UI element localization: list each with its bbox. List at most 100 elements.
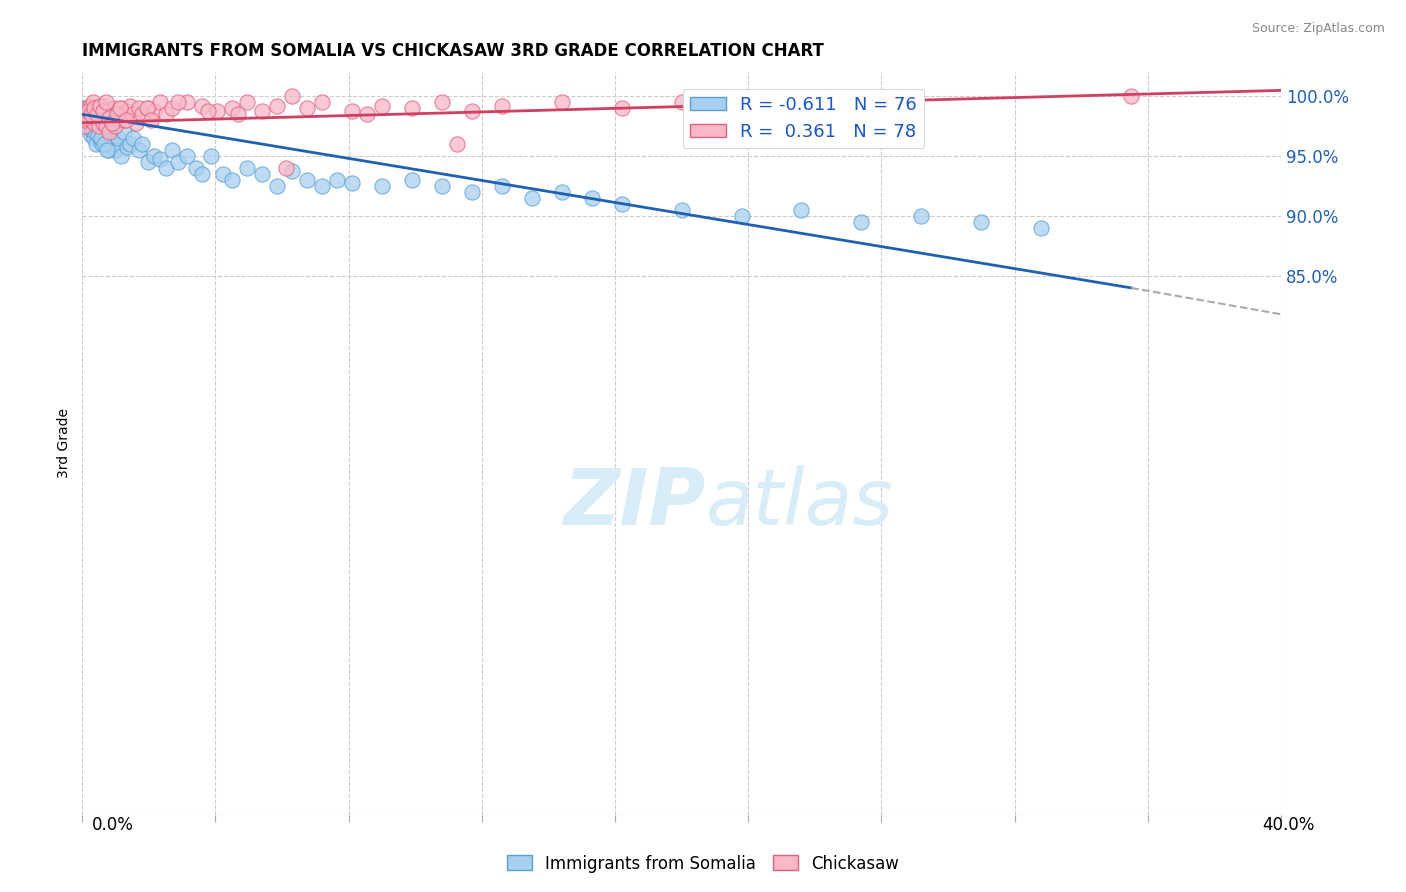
Point <box>76 101 98 115</box>
Point <box>73 101 96 115</box>
Point <box>90 137 112 152</box>
Point <box>128 143 150 157</box>
Point <box>82 125 104 139</box>
Point <box>97 111 120 125</box>
Point <box>122 107 145 121</box>
Point <box>250 103 273 118</box>
Point <box>101 125 124 139</box>
Point <box>311 95 333 110</box>
Point <box>75 107 97 121</box>
Point <box>128 101 150 115</box>
Point <box>551 185 574 199</box>
Point <box>86 116 108 130</box>
Point <box>110 101 132 115</box>
Point <box>87 125 110 139</box>
Point <box>87 120 110 134</box>
Point <box>136 101 159 115</box>
Point <box>125 116 148 130</box>
Point <box>143 149 166 163</box>
Point <box>226 107 249 121</box>
Point <box>100 131 122 145</box>
Text: atlas: atlas <box>706 465 893 541</box>
Text: 40.0%: 40.0% <box>1263 816 1315 834</box>
Point <box>910 209 932 223</box>
Point <box>115 139 138 153</box>
Point <box>77 120 100 134</box>
Point <box>79 107 101 121</box>
Point <box>491 179 513 194</box>
Text: Source: ZipAtlas.com: Source: ZipAtlas.com <box>1251 22 1385 36</box>
Point <box>90 107 112 121</box>
Point <box>83 125 105 139</box>
Point <box>212 167 235 181</box>
Point <box>610 101 633 115</box>
Point <box>1119 89 1142 103</box>
Point <box>236 95 259 110</box>
Point <box>135 101 157 115</box>
Point <box>671 203 693 218</box>
Point <box>83 101 105 115</box>
Point <box>79 99 101 113</box>
Point <box>103 137 125 152</box>
Legend: R = -0.611   N = 76, R =  0.361   N = 78: R = -0.611 N = 76, R = 0.361 N = 78 <box>682 89 924 148</box>
Point <box>73 120 96 134</box>
Point <box>131 137 153 152</box>
Point <box>610 197 633 211</box>
Point <box>461 103 484 118</box>
Point <box>176 149 198 163</box>
Point <box>136 155 159 169</box>
Point <box>295 173 318 187</box>
Point <box>205 103 228 118</box>
Point <box>79 123 101 137</box>
Point <box>671 95 693 110</box>
Point <box>104 120 127 134</box>
Point <box>581 191 603 205</box>
Point <box>91 120 114 134</box>
Point <box>114 113 136 128</box>
Point <box>98 143 121 157</box>
Point <box>970 215 993 229</box>
Point <box>112 125 135 139</box>
Point <box>461 185 484 199</box>
Point <box>167 95 190 110</box>
Point <box>76 111 98 125</box>
Point <box>94 95 117 110</box>
Point <box>295 101 318 115</box>
Point <box>108 101 131 115</box>
Point <box>120 99 142 113</box>
Point <box>75 107 97 121</box>
Point <box>141 113 163 128</box>
Point <box>401 101 423 115</box>
Point <box>122 131 145 145</box>
Point <box>107 131 129 145</box>
Point <box>149 95 172 110</box>
Point <box>155 161 177 176</box>
Point <box>274 161 297 176</box>
Point <box>197 103 219 118</box>
Point <box>221 173 243 187</box>
Point <box>91 103 114 118</box>
Point <box>105 107 128 121</box>
Point <box>73 103 96 118</box>
Point <box>160 101 183 115</box>
Point <box>167 155 190 169</box>
Text: 0.0%: 0.0% <box>91 816 134 834</box>
Point <box>77 107 100 121</box>
Point <box>112 113 135 128</box>
Point <box>520 191 543 205</box>
Point <box>311 179 333 194</box>
Point <box>100 116 122 130</box>
Point <box>84 137 107 152</box>
Point <box>730 209 752 223</box>
Point <box>89 131 111 145</box>
Point <box>401 173 423 187</box>
Point <box>97 103 120 118</box>
Point <box>149 152 172 166</box>
Point <box>430 95 453 110</box>
Point <box>200 149 222 163</box>
Point <box>86 111 108 125</box>
Point <box>77 116 100 130</box>
Point <box>96 143 118 157</box>
Point <box>191 167 214 181</box>
Point <box>91 116 114 130</box>
